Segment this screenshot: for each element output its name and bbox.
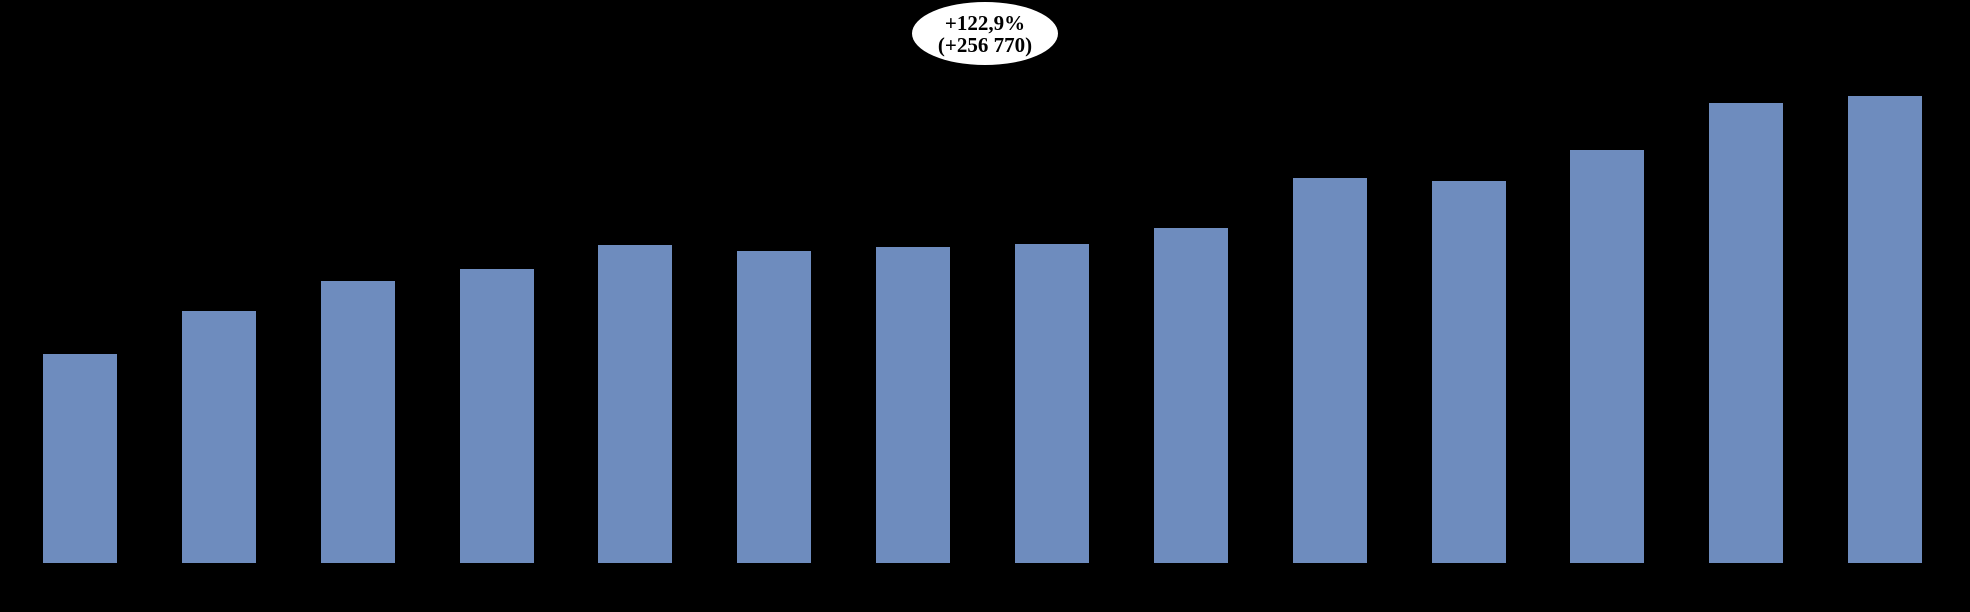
growth-absolute-label: (+256 770): [937, 32, 1033, 57]
bar: [43, 354, 117, 563]
bar: [182, 311, 256, 563]
bar: [1293, 178, 1367, 563]
growth-annotation-ellipse: +122,9% (+256 770): [912, 2, 1058, 65]
growth-percent-label: +122,9%: [944, 10, 1026, 35]
bar: [1432, 181, 1506, 563]
plot-area: [43, 96, 1922, 563]
bar: [1154, 228, 1228, 563]
bar: [1570, 150, 1644, 563]
bar: [1709, 103, 1783, 563]
bar: [1015, 244, 1089, 563]
bar: [460, 269, 534, 563]
bar: [876, 247, 950, 563]
bar: [598, 245, 672, 563]
bar: [1848, 96, 1922, 563]
bar: [737, 251, 811, 563]
bar: [321, 281, 395, 563]
